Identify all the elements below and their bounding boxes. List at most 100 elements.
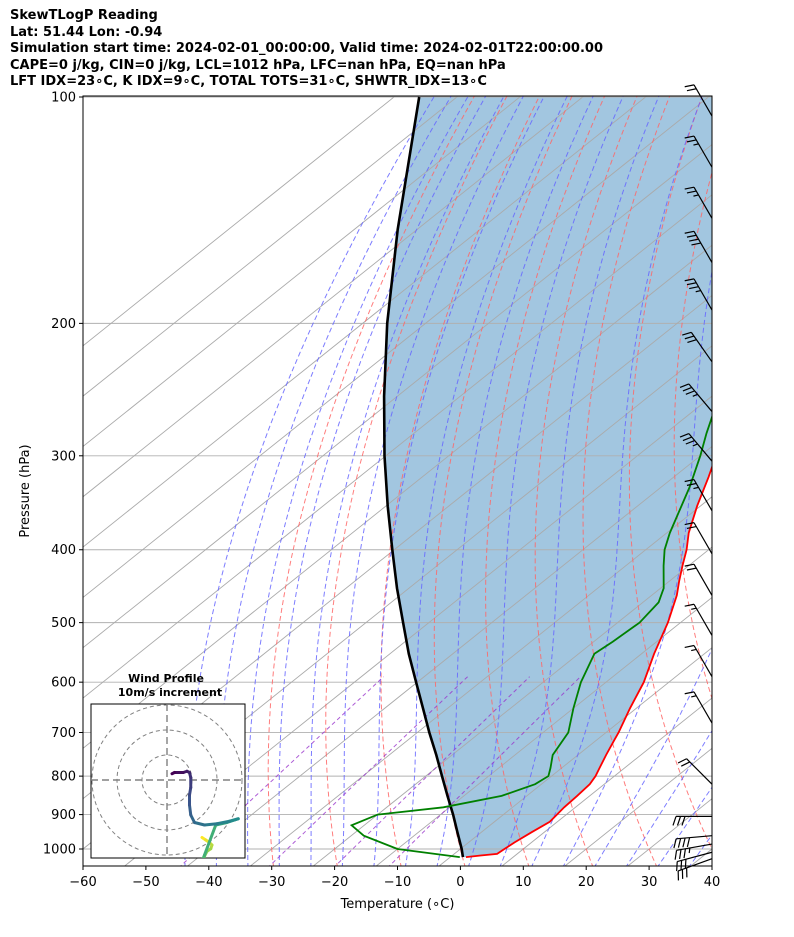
wind-barb-tick — [682, 331, 692, 336]
wind-barb-staff — [693, 135, 713, 168]
wind-barb-tick — [685, 439, 695, 445]
wind-barb — [684, 563, 713, 596]
isotherm-line — [751, 80, 794, 868]
moist-adiabat-line — [531, 96, 703, 866]
x-tick-label: 20 — [578, 875, 595, 890]
wind-barb-staff — [693, 186, 713, 219]
x-tick-label: −20 — [321, 875, 348, 890]
wind-barb-half-tick — [691, 695, 697, 698]
y-axis-label: Pressure (hPa) — [18, 444, 33, 537]
moist-adiabat-line — [499, 96, 660, 866]
wind-barb-tick — [689, 286, 699, 290]
wind-barb-tick — [686, 482, 697, 486]
y-tick-label: 600 — [51, 676, 76, 691]
x-tick-label: −10 — [384, 875, 411, 890]
moist-adiabat-line — [184, 96, 436, 866]
wind-barb-staff — [686, 758, 713, 785]
x-tick-label: −50 — [132, 875, 159, 890]
wind-barb-tick — [686, 525, 697, 530]
isotherm-line — [123, 395, 712, 866]
dry-adiabat-line — [628, 96, 712, 851]
wind-barb-tick — [676, 816, 682, 826]
dry-adiabat-line — [582, 96, 671, 866]
wind-barb-tick — [682, 436, 692, 442]
wind-barb-tick — [674, 850, 678, 860]
wind-barb-half-tick — [691, 607, 697, 610]
wind-barb — [679, 383, 713, 412]
moist-adiabat-line — [436, 96, 594, 866]
axes: −60 −50 −40 −30 −20 −10 0 10 20 30 40 1000 900 800 700… — [18, 91, 720, 913]
isotherm-line — [83, 96, 648, 548]
wind-barb — [684, 135, 713, 168]
wind-barb — [684, 84, 713, 117]
wind-barb-tick — [684, 563, 695, 567]
wind-barb-tick — [684, 278, 695, 282]
wind-barb — [679, 433, 713, 462]
wind-barb-staff — [693, 645, 713, 677]
isotherm-line — [83, 194, 712, 699]
wind-barb-half-tick — [693, 143, 699, 146]
hodograph-trace-segment — [215, 819, 231, 826]
x-tick-label: −30 — [258, 875, 285, 890]
isotherm-line — [249, 496, 712, 866]
isotherm-line — [312, 546, 712, 866]
wind-barb-staff — [677, 858, 713, 872]
wind-barb — [684, 479, 713, 512]
time-line: Simulation start time: 2024-02-01_00:00:… — [10, 41, 603, 56]
wind-barb-tick — [678, 849, 682, 860]
temperature-line — [465, 464, 712, 858]
wind-barb-staff — [693, 479, 713, 512]
wind-barb — [677, 758, 713, 785]
x-tick-label: 40 — [704, 875, 721, 890]
hodograph-subtitle: 10m/s increment — [118, 686, 222, 699]
wind-barb — [684, 230, 713, 263]
location-line: Lat: 51.44 Lon: -0.94 — [10, 24, 163, 40]
wind-barb-tick — [680, 761, 690, 767]
wind-barb-half-tick — [691, 648, 697, 652]
wind-barb-tick — [684, 84, 695, 88]
moist-adiabat-line — [215, 96, 452, 866]
moist-adiabat-line — [562, 268, 712, 866]
y-tick-label: 200 — [51, 317, 76, 332]
dry-adiabat-line — [267, 96, 476, 866]
isotherm-line — [83, 96, 711, 598]
wind-barb-tick — [677, 838, 682, 848]
wind-barb — [684, 186, 713, 219]
wind-barb-tick — [686, 139, 697, 143]
wind-barb-tick — [687, 339, 697, 344]
wind-barb-tick — [689, 238, 699, 242]
wind-barb-tick — [684, 522, 695, 526]
wind-barb-tick — [684, 335, 695, 340]
wind-barb-tick — [684, 644, 695, 648]
wind-barb-tick — [686, 88, 697, 92]
x-tick-label: 10 — [515, 875, 532, 890]
moist-adiabat-line — [404, 96, 568, 866]
cin-area — [384, 97, 712, 858]
wind-barb — [684, 522, 713, 555]
hodograph-trace-segment — [188, 803, 193, 817]
wind-barb-staff — [676, 835, 713, 840]
wind-barb-staff — [693, 231, 713, 263]
moist-adiabat-line — [468, 96, 624, 866]
wind-barb-tick — [673, 838, 677, 849]
wind-barb-staff — [693, 522, 713, 555]
wind-barb-staff — [693, 278, 713, 311]
wind-barb — [684, 278, 713, 311]
wind-barb-tick — [685, 390, 695, 395]
wind-barbs — [672, 84, 713, 881]
wind-barb-staff — [677, 851, 713, 863]
dry-adiabat-line — [485, 96, 606, 866]
y-tick-label: 800 — [51, 770, 76, 785]
dry-adiabat-line — [718, 80, 794, 868]
dry-adiabat-line — [534, 96, 638, 866]
wind-barb — [684, 603, 713, 636]
wind-barb — [673, 835, 713, 849]
wind-barb-staff — [693, 84, 713, 117]
mixing-ratio-line — [388, 676, 581, 866]
y-tick-label: 700 — [51, 726, 76, 741]
dry-adiabat-line — [433, 96, 573, 866]
wind-barb-tick — [684, 479, 695, 483]
dry-adiabat-line — [673, 170, 712, 701]
